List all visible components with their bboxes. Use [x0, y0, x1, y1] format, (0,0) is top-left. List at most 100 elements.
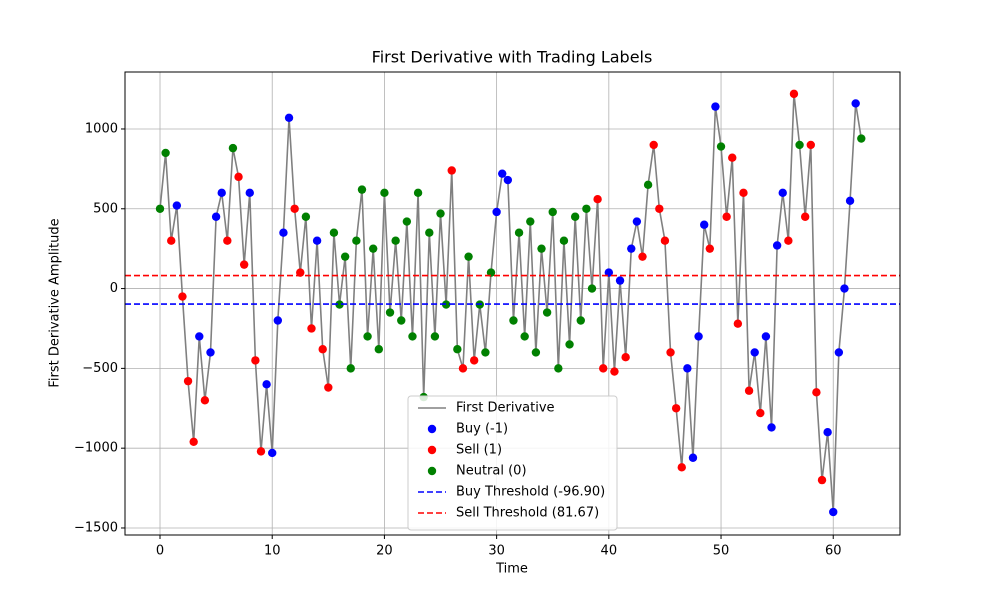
data-point	[425, 228, 434, 237]
data-point	[514, 228, 524, 237]
legend-label: First Derivative	[456, 401, 555, 416]
data-point	[817, 475, 827, 485]
data-point	[834, 348, 844, 357]
legend-label: Neutral (0)	[456, 464, 527, 479]
data-point	[368, 244, 378, 253]
data-point	[812, 388, 821, 397]
data-point	[498, 169, 507, 178]
legend-label: Sell Threshold (81.67)	[456, 506, 599, 521]
data-point	[593, 195, 602, 204]
data-point	[671, 404, 681, 413]
data-point	[357, 185, 367, 194]
y-tick-label: 1000	[85, 121, 118, 136]
data-point	[284, 113, 294, 123]
data-point	[638, 252, 647, 261]
y-tick-label: −1000	[74, 441, 118, 456]
y-tick-label: 0	[110, 281, 118, 296]
data-point	[464, 252, 473, 261]
data-point	[279, 228, 288, 237]
data-point	[531, 348, 541, 357]
data-point	[542, 308, 552, 317]
data-point	[374, 345, 384, 354]
data-point	[380, 188, 389, 198]
data-point	[610, 367, 619, 376]
data-point	[694, 332, 703, 341]
x-tick-label: 20	[376, 544, 393, 559]
data-point	[183, 376, 193, 386]
x-axis-label: Time	[495, 562, 528, 577]
data-point	[857, 134, 866, 143]
data-point	[800, 212, 810, 221]
data-point	[301, 212, 311, 221]
data-point	[643, 180, 653, 190]
data-point	[453, 345, 462, 354]
data-point	[503, 175, 513, 185]
data-point	[251, 356, 260, 365]
data-point	[520, 332, 529, 341]
data-point	[615, 276, 625, 285]
legend-box	[407, 395, 618, 531]
data-point	[296, 268, 305, 277]
data-point	[789, 89, 799, 99]
data-point	[587, 284, 597, 293]
data-point	[784, 236, 793, 245]
data-point	[705, 244, 715, 253]
y-tick-label: 500	[93, 201, 118, 216]
x-tick-label: 50	[713, 544, 730, 559]
data-point	[851, 99, 860, 108]
data-point	[189, 437, 198, 446]
data-point	[683, 364, 692, 373]
data-point	[649, 140, 658, 150]
y-tick-label: −500	[82, 361, 118, 376]
data-point	[430, 332, 440, 341]
data-point	[391, 236, 400, 245]
data-point	[570, 212, 580, 221]
data-point	[239, 260, 249, 269]
data-point	[268, 448, 277, 458]
x-tick-label: 10	[264, 544, 281, 559]
x-tick-label: 30	[488, 544, 505, 559]
data-point	[256, 447, 266, 456]
data-point	[481, 348, 490, 357]
data-point	[772, 241, 782, 250]
data-point	[363, 332, 372, 341]
x-tick-label: 60	[825, 544, 842, 559]
y-axis-label: First Derivative Amplitude	[48, 218, 63, 387]
data-point	[711, 102, 720, 111]
data-point	[318, 345, 327, 354]
data-point	[716, 142, 726, 151]
data-point	[526, 217, 535, 226]
data-point	[829, 507, 838, 517]
data-point	[744, 386, 754, 395]
data-point	[329, 228, 339, 237]
y-tick-label: −1500	[74, 520, 118, 535]
data-point	[700, 220, 709, 229]
data-point	[655, 204, 664, 213]
data-point	[778, 188, 787, 198]
data-point	[335, 300, 344, 309]
data-point	[559, 236, 569, 245]
data-point	[340, 252, 350, 261]
data-point	[604, 268, 614, 277]
data-point	[312, 236, 322, 245]
data-point	[307, 324, 316, 333]
data-point	[565, 340, 574, 349]
legend-marker	[427, 424, 437, 434]
data-point	[750, 348, 759, 357]
data-point	[733, 319, 743, 328]
data-point	[688, 453, 698, 462]
data-point	[469, 356, 479, 365]
data-point	[627, 244, 636, 253]
data-point	[722, 212, 731, 221]
legend-marker	[427, 445, 437, 455]
data-point	[761, 332, 771, 341]
data-point	[178, 292, 187, 301]
data-point	[211, 212, 221, 221]
data-point	[756, 408, 765, 418]
data-point	[155, 204, 165, 213]
chart-title: First Derivative with Trading Labels	[372, 48, 653, 67]
data-point	[458, 364, 468, 373]
data-point	[576, 316, 585, 325]
data-point	[172, 201, 182, 210]
data-point	[537, 244, 546, 253]
